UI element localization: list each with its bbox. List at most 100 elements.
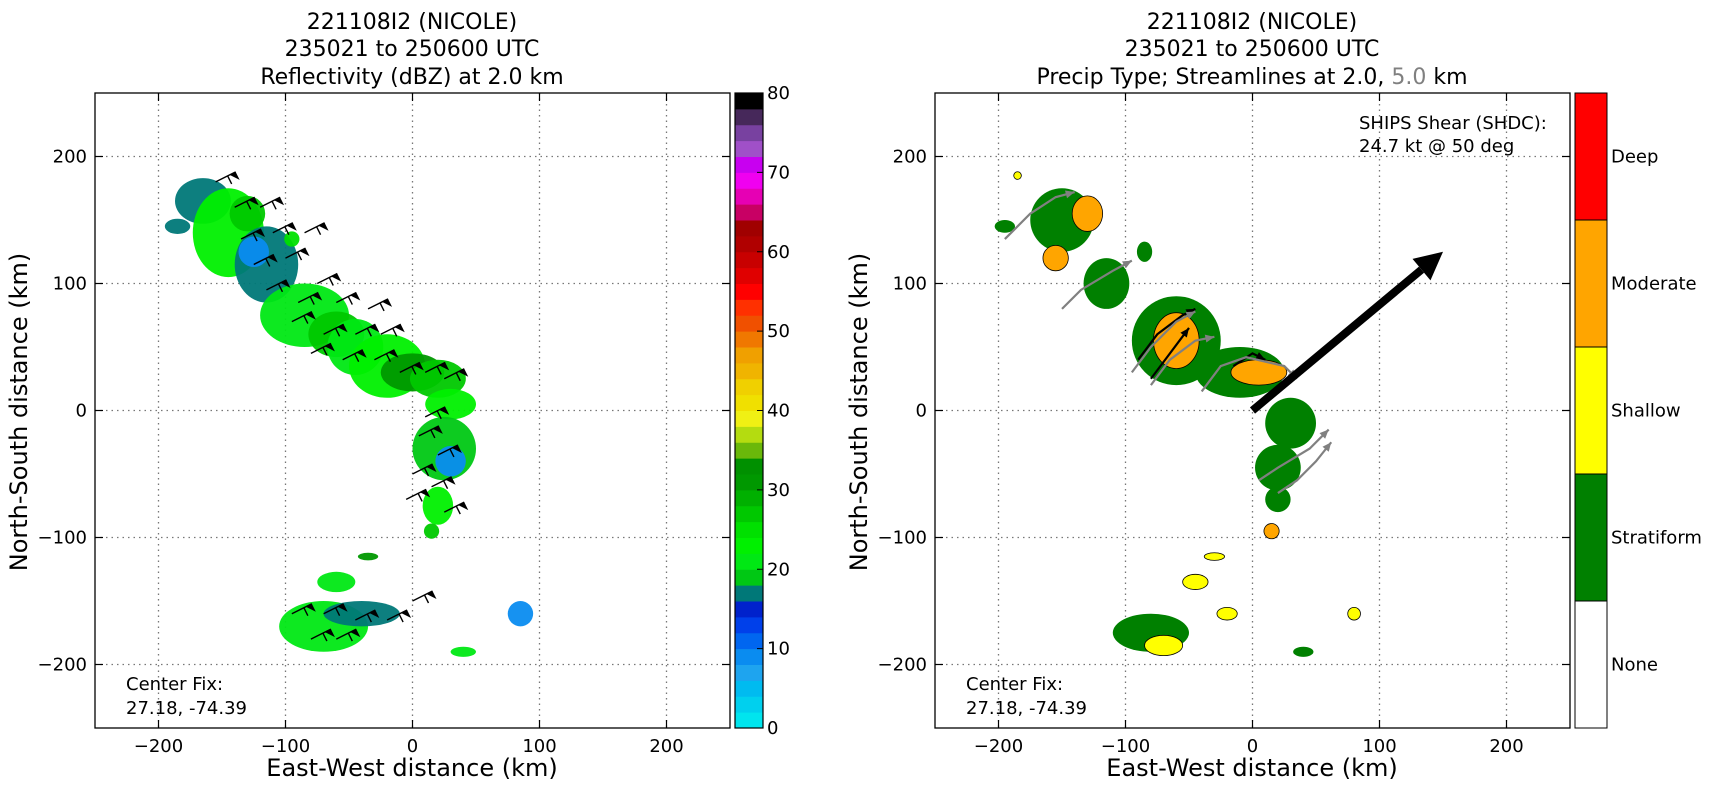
wind-barb-shaft — [297, 291, 319, 304]
wind-barb-flag — [350, 292, 361, 301]
category-label-stratiform: Stratiform — [1611, 528, 1702, 549]
wind-barb — [405, 488, 431, 502]
wind-barb-flag — [337, 603, 348, 612]
precip-type-cell — [1203, 552, 1225, 561]
precip-type-cell — [1230, 359, 1288, 386]
wind-barb-shaft — [437, 444, 459, 456]
precip-type-cell — [1216, 606, 1238, 621]
precip-type-colorbar: None Stratiform Shallow Moderate Deep — [1574, 92, 1702, 729]
colorbar-segment — [735, 616, 763, 634]
wind-barb-tick — [296, 251, 303, 261]
colorbar-segment — [735, 251, 763, 269]
wind-barb-flag — [305, 603, 316, 612]
wind-barb — [443, 501, 469, 515]
right-y-tick-label: −200 — [878, 655, 927, 676]
wind-barb-tick — [423, 594, 430, 604]
colorbar-tick-label: 70 — [767, 162, 790, 183]
wind-barb-flag — [356, 349, 367, 358]
wind-barb-shaft — [405, 488, 427, 501]
reflectivity-cell — [425, 388, 476, 420]
wind-barb — [412, 463, 437, 477]
wind-barb-tick — [315, 226, 322, 236]
wind-barb-shaft — [323, 323, 344, 335]
wind-barb-tick — [411, 366, 417, 375]
colorbar-segment — [735, 601, 763, 618]
precip-type-cell — [1144, 634, 1184, 657]
wind-barb-shaft — [399, 361, 421, 374]
wind-barb-shaft — [266, 279, 287, 291]
precip-type-cell — [1293, 646, 1314, 657]
wind-barb-flag — [305, 311, 316, 320]
precip-type-cell — [1071, 195, 1104, 232]
wind-barb — [342, 349, 367, 363]
left-title-line-1: 221108I2 (NICOLE) — [307, 10, 517, 35]
wind-barb-shaft — [253, 253, 275, 266]
category-swatch-deep — [1574, 92, 1608, 221]
streamline-arrowhead — [1064, 190, 1075, 199]
shear-arrow-head — [1412, 251, 1443, 281]
precip-type-cell — [994, 220, 1016, 233]
wind-barb-shaft — [355, 323, 376, 335]
wind-barb — [316, 272, 342, 286]
shear-label-line-1: SHIPS Shear (SHDC): — [1359, 113, 1547, 134]
streamline-arrowhead — [1122, 260, 1132, 269]
wind-barb-flag — [439, 406, 450, 415]
wind-barb — [335, 291, 361, 305]
wind-barb-tick — [398, 613, 404, 623]
reflectivity-cell — [357, 552, 379, 561]
right-title-line-2: 235021 to 250600 UTC — [1125, 37, 1380, 62]
wind-barb-flag — [274, 197, 285, 206]
streamline-5km — [1200, 356, 1298, 393]
colorbar-tick-label: 30 — [767, 480, 790, 501]
left-y-tick-label: 100 — [53, 274, 87, 295]
wind-barb-tick — [322, 347, 328, 356]
precip-type-cell — [1182, 573, 1209, 590]
left-x-tick-label: 200 — [649, 736, 683, 757]
wind-barb-flag — [280, 279, 291, 288]
left-y-tick-label: 0 — [76, 401, 87, 422]
colorbar-tick-label: 0 — [767, 718, 778, 739]
wind-barb-flag — [445, 476, 456, 485]
wind-barb-tick — [227, 175, 233, 185]
streamline-arrowhead — [1185, 311, 1196, 320]
wind-barb-flag — [458, 368, 469, 377]
right-title-line-1: 221108I2 (NICOLE) — [1147, 10, 1357, 35]
colorbar-segment — [735, 93, 763, 110]
wind-barb-flag — [426, 464, 437, 472]
colorbar-segment — [735, 188, 763, 205]
wind-barb-tick — [303, 607, 309, 617]
wind-barb — [323, 323, 348, 337]
wind-barb-tick — [423, 467, 430, 477]
reflectivity-cell — [507, 601, 534, 627]
wind-barb-tick — [303, 315, 309, 324]
category-label-none: None — [1611, 655, 1658, 676]
right-x-axis-label: East-West distance (km) — [1106, 754, 1397, 782]
left-title-line-3: Reflectivity (dBZ) at 2.0 km — [260, 65, 563, 90]
wind-barb-flag — [401, 610, 412, 619]
right-title-line-3-prefix: Precip Type; Streamlines at 2.0, — [1036, 65, 1391, 90]
colorbar-segment — [735, 140, 763, 157]
colorbar-segment — [735, 362, 763, 380]
category-swatch-none — [1574, 600, 1608, 729]
wind-barb — [355, 323, 380, 337]
streamline-arrowhead — [1204, 334, 1215, 343]
wind-barb-shaft — [240, 228, 262, 240]
colorbar-segment — [735, 283, 763, 300]
precip-type-cell — [1136, 241, 1153, 262]
colorbar-segment — [735, 585, 763, 602]
streamline-5km — [1277, 441, 1333, 494]
category-label-deep: Deep — [1611, 147, 1658, 168]
right-title-line-3-suffix: km — [1426, 65, 1467, 90]
colorbar-segment — [735, 648, 763, 665]
colorbar-segment — [735, 378, 763, 396]
wind-barb-tick — [442, 480, 449, 490]
wind-barb-shaft — [412, 463, 433, 475]
wind-barb-tick — [347, 296, 353, 305]
reflectivity-cell — [422, 486, 454, 525]
wind-barb-tick — [334, 327, 341, 337]
wind-barb — [285, 247, 310, 261]
wind-barb-tick — [334, 607, 341, 617]
reflectivity-cell — [435, 446, 466, 477]
wind-barb-flag — [337, 324, 348, 333]
category-swatch-shallow — [1574, 346, 1608, 475]
